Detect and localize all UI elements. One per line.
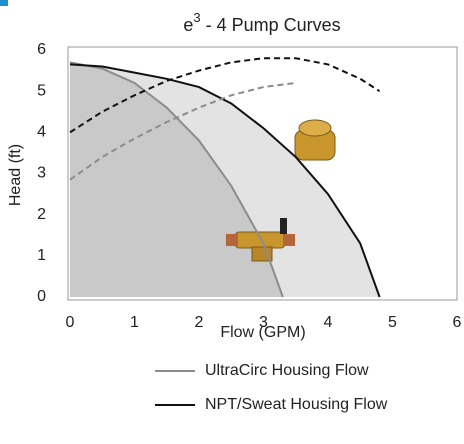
series-line xyxy=(69,57,381,134)
y-tick-label: 1 xyxy=(37,247,46,264)
title-part: - 4 Pump Curves xyxy=(201,15,341,35)
title-superscript: 3 xyxy=(193,10,200,25)
x-axis-label: Flow (GPM) xyxy=(220,324,305,341)
x-tick-label: 2 xyxy=(195,314,204,331)
pump-image xyxy=(298,119,332,137)
pump-image xyxy=(226,234,238,246)
series-line xyxy=(69,61,284,298)
series-line xyxy=(69,81,296,181)
y-tick-label: 2 xyxy=(37,206,46,223)
x-tick-label: 6 xyxy=(453,314,462,331)
pump-image xyxy=(280,218,287,234)
x-tick-label: 0 xyxy=(66,314,75,331)
chart-title: e3 - 4 Pump Curves xyxy=(183,10,340,34)
x-tick-label: 3 xyxy=(259,314,268,331)
x-tick-label: 1 xyxy=(130,314,139,331)
title-part: e xyxy=(183,15,193,35)
series-line xyxy=(69,63,381,298)
y-tick-label: 4 xyxy=(37,124,46,141)
legend-label: NPT/Sweat Housing Flow xyxy=(205,396,388,413)
y-tick-label: 0 xyxy=(37,288,46,305)
y-tick-label: 5 xyxy=(37,82,46,99)
pump-image xyxy=(234,231,286,249)
x-tick-label: 5 xyxy=(388,314,397,331)
pump-image xyxy=(283,234,295,246)
y-tick-label: 3 xyxy=(37,165,46,182)
x-tick-label: 4 xyxy=(324,314,333,331)
pump-images xyxy=(226,119,336,262)
legend-label: UltraCirc Housing Flow xyxy=(205,362,369,379)
y-axis-label: Head (ft) xyxy=(7,144,24,206)
corner-accent xyxy=(0,0,8,6)
y-tick-label: 6 xyxy=(37,41,46,58)
